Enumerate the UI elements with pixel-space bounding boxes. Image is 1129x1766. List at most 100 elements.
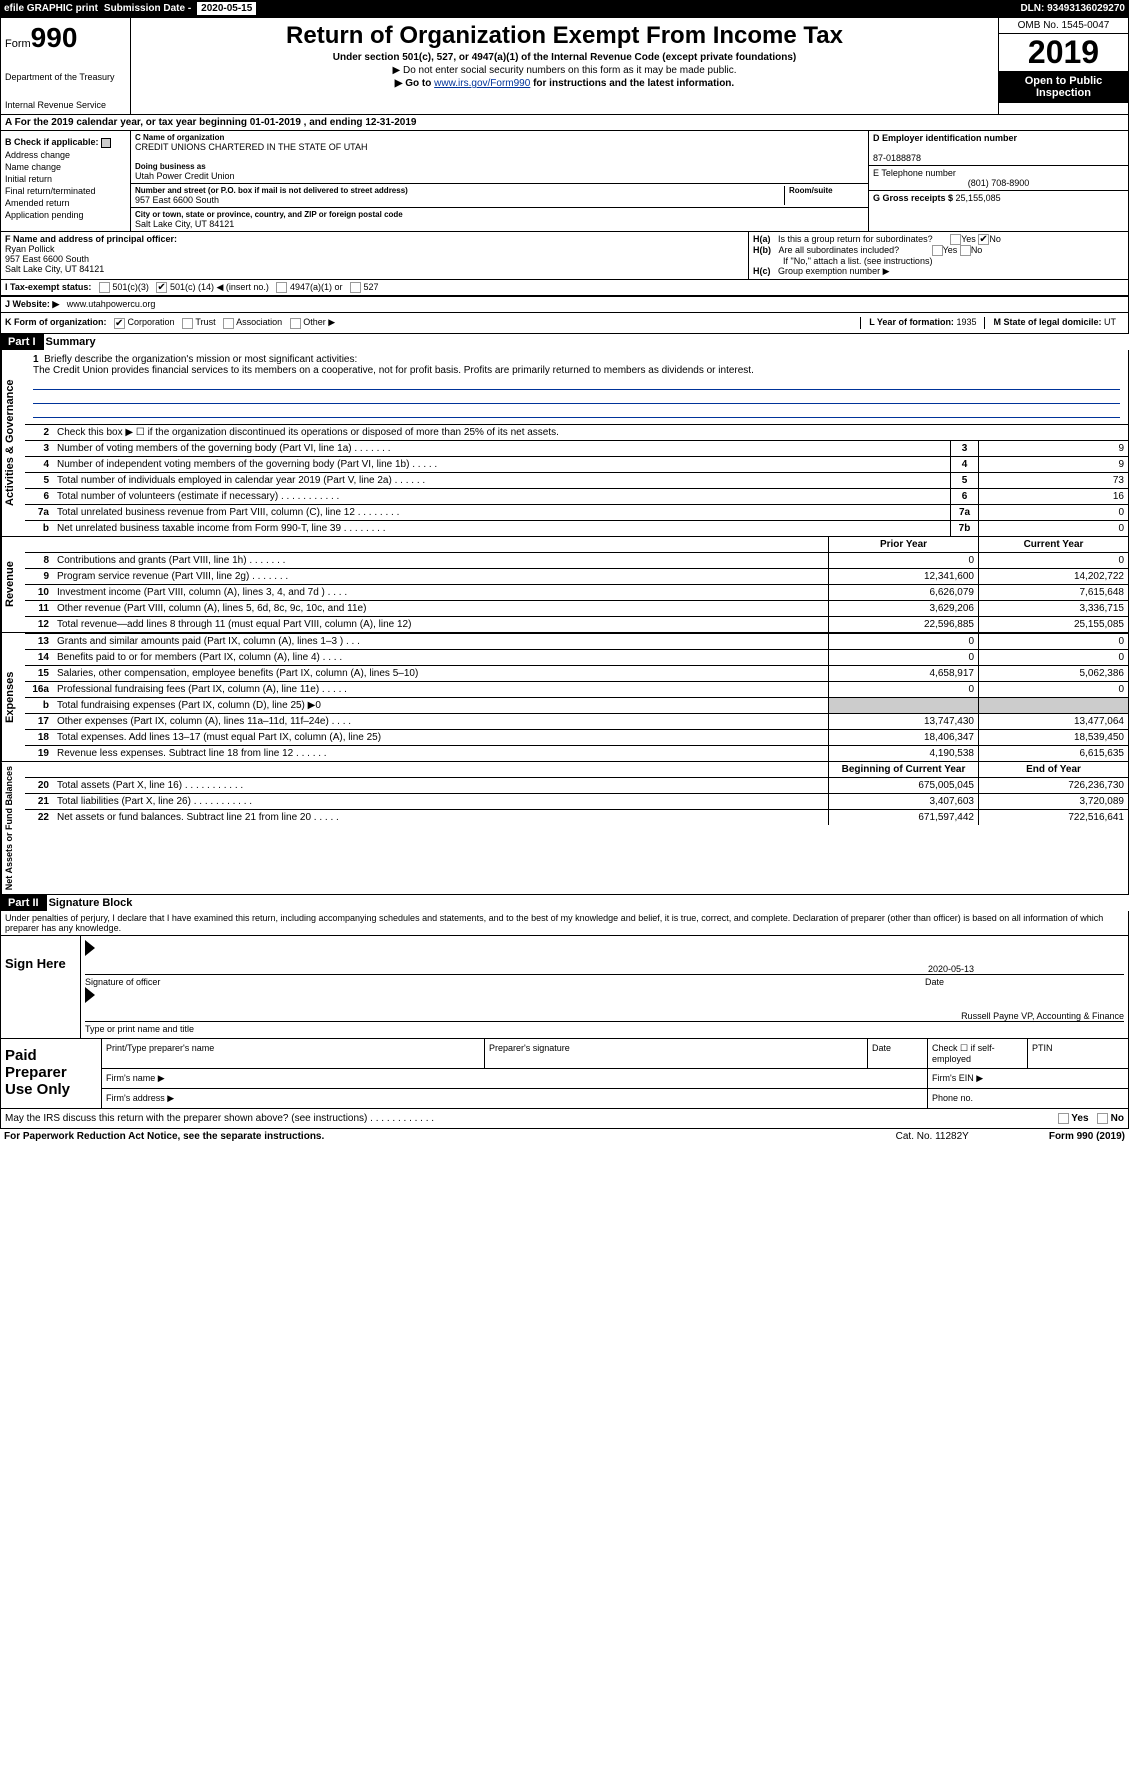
- row-a: A For the 2019 calendar year, or tax yea…: [0, 115, 1129, 131]
- prep-name-label: Print/Type preparer's name: [102, 1039, 485, 1068]
- org-name: CREDIT UNIONS CHARTERED IN THE STATE OF …: [135, 142, 864, 152]
- part2-header: Part II Signature Block: [0, 895, 1129, 911]
- gross-value: 25,155,085: [956, 193, 1001, 203]
- dln: DLN: 93493136029270: [1020, 3, 1125, 14]
- row-i: I Tax-exempt status: 501(c)(3) 501(c) (1…: [0, 280, 1129, 297]
- part2-title: Signature Block: [47, 895, 135, 911]
- form-org-label: K Form of organization:: [5, 317, 107, 327]
- section-f: F Name and address of principal officer:…: [1, 232, 748, 279]
- chk-final-return: Final return/terminated: [5, 186, 126, 196]
- checkbox-icon: [932, 245, 943, 256]
- section-h: H(a) Is this a group return for subordin…: [748, 232, 1128, 279]
- discuss-text: May the IRS discuss this return with the…: [5, 1113, 434, 1124]
- submission-label: Submission Date -: [104, 3, 191, 14]
- prep-sig-label: Preparer's signature: [485, 1039, 868, 1068]
- checkbox-marked-icon: [114, 318, 125, 329]
- city-value: Salt Lake City, UT 84121: [135, 219, 864, 229]
- hc-text: Group exemption number ▶: [778, 266, 889, 276]
- block-bcd: B Check if applicable: Address change Na…: [0, 131, 1129, 232]
- ein-label: D Employer identification number: [873, 133, 1017, 143]
- row-fh: F Name and address of principal officer:…: [0, 232, 1129, 280]
- checkbox-icon: [1097, 1113, 1108, 1124]
- section-b: B Check if applicable: Address change Na…: [1, 131, 131, 231]
- underline: [33, 378, 1120, 390]
- dba-value: Utah Power Credit Union: [135, 171, 864, 181]
- domicile: UT: [1104, 317, 1116, 327]
- checkbox-icon: [950, 234, 961, 245]
- opt-4947: 4947(a)(1) or: [290, 282, 343, 292]
- col-end-year: End of Year: [978, 762, 1128, 777]
- prep-ptin-label: PTIN: [1028, 1039, 1128, 1068]
- row-k: K Form of organization: Corporation Trus…: [0, 313, 1129, 333]
- checkbox-icon: [182, 318, 193, 329]
- tab-revenue: Revenue: [1, 537, 25, 632]
- opt-other: Other ▶: [303, 317, 335, 327]
- checkbox-icon: [276, 282, 287, 293]
- part1-badge: Part I: [0, 334, 44, 350]
- hb-note: If "No," attach a list. (see instruction…: [753, 256, 1124, 266]
- chk-name-change: Name change: [5, 162, 126, 172]
- tab-expenses: Expenses: [1, 633, 25, 761]
- ha-label: H(a): [753, 234, 771, 244]
- col-current-year: Current Year: [978, 537, 1128, 552]
- sig-officer-label: Signature of officer: [85, 977, 160, 987]
- firm-addr-label: Firm's address ▶: [102, 1089, 928, 1108]
- paperwork-notice: For Paperwork Reduction Act Notice, see …: [4, 1131, 324, 1142]
- 501c-number: 14: [201, 282, 211, 292]
- checkbox-icon: [223, 318, 234, 329]
- ein-value: 87-0188878: [873, 153, 921, 163]
- form-note2: ▶ Go to www.irs.gov/Form990 for instruct…: [135, 78, 994, 89]
- preparer-block: Paid Preparer Use Only Print/Type prepar…: [0, 1039, 1129, 1109]
- dept-irs: Internal Revenue Service: [5, 100, 126, 110]
- part1-header: Part I Summary: [0, 334, 1129, 350]
- addr-value: 957 East 6600 South: [135, 195, 784, 205]
- city-label: City or town, state or province, country…: [135, 210, 864, 219]
- firm-ein-label: Firm's EIN ▶: [928, 1069, 1128, 1088]
- firm-name-label: Firm's name ▶: [102, 1069, 928, 1088]
- sig-date: 2020-05-13: [928, 964, 974, 974]
- part2-badge: Part II: [0, 895, 47, 911]
- dept-treasury: Department of the Treasury: [5, 72, 126, 82]
- org-name-label: C Name of organization: [135, 133, 864, 142]
- irs-link[interactable]: www.irs.gov/Form990: [434, 78, 530, 89]
- room-label: Room/suite: [789, 186, 864, 195]
- name-title-label: Type or print name and title: [85, 1024, 194, 1034]
- form-note1: ▶ Do not enter social security numbers o…: [135, 65, 994, 76]
- form-subtitle: Under section 501(c), 527, or 4947(a)(1)…: [135, 52, 994, 63]
- tax-status-label: I Tax-exempt status:: [5, 282, 91, 292]
- year-formation-label: L Year of formation:: [869, 317, 956, 327]
- chk-pending: Application pending: [5, 210, 126, 220]
- checkbox-icon: [99, 282, 110, 293]
- opt-corp: Corporation: [128, 317, 175, 327]
- phone-label: E Telephone number: [873, 168, 956, 178]
- checkbox-marked-icon: [978, 234, 989, 245]
- opt-trust: Trust: [195, 317, 215, 327]
- domicile-label: M State of legal domicile:: [993, 317, 1104, 327]
- mission-block: 1 Briefly describe the organization's mi…: [25, 350, 1128, 424]
- arrow-icon: [85, 987, 95, 1003]
- signature-block: Under penalties of perjury, I declare th…: [0, 911, 1129, 1039]
- form-footer-label: Form 990 (2019): [1049, 1131, 1125, 1142]
- col-prior-year: Prior Year: [828, 537, 978, 552]
- officer-printed-name: Russell Payne VP, Accounting & Finance: [961, 1011, 1124, 1021]
- prep-check-label: Check ☐ if self-employed: [928, 1039, 1028, 1068]
- part1-title: Summary: [44, 334, 98, 350]
- dba-label: Doing business as: [135, 162, 864, 171]
- col-begin-year: Beginning of Current Year: [828, 762, 978, 777]
- gross-label: G Gross receipts $: [873, 193, 956, 203]
- paid-preparer-label: Paid Preparer Use Only: [1, 1039, 101, 1108]
- section-b-label: B Check if applicable:: [5, 137, 99, 147]
- sig-date-label: Date: [925, 977, 944, 987]
- officer-label: F Name and address of principal officer:: [5, 234, 177, 244]
- checkbox-icon: [960, 245, 971, 256]
- officer-addr2: Salt Lake City, UT 84121: [5, 264, 104, 274]
- cat-number: Cat. No. 11282Y: [896, 1131, 969, 1142]
- tab-net-assets: Net Assets or Fund Balances: [1, 762, 25, 894]
- prep-date-label: Date: [868, 1039, 928, 1068]
- page-footer: For Paperwork Reduction Act Notice, see …: [0, 1129, 1129, 1144]
- hc-label: H(c): [753, 266, 771, 276]
- efile-label: efile GRAPHIC print: [4, 3, 98, 14]
- checkbox-icon: [290, 318, 301, 329]
- website-label: J Website: ▶: [5, 299, 59, 309]
- phone-value: (801) 708-8900: [873, 178, 1124, 188]
